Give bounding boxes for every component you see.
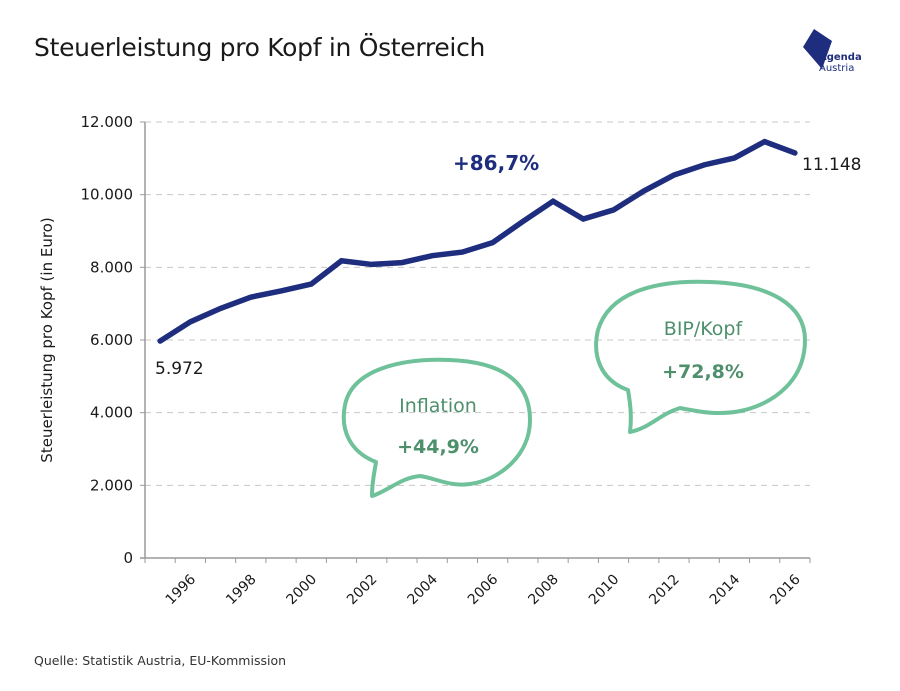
- gridlines: [145, 121, 810, 486]
- bip-kopf-bubble-outline: [594, 279, 807, 434]
- data-label-first: 5.972: [155, 359, 204, 379]
- series-line-steuerleistung: [157, 138, 798, 344]
- y-tick-label: 4.000: [90, 404, 133, 422]
- y-tick-label: 6.000: [90, 331, 133, 349]
- x-tick-label: 1996: [163, 571, 200, 608]
- bip-kopf-bubble: BIP/Kopf +72,8%: [594, 279, 807, 434]
- x-tick-label: 2006: [465, 571, 502, 608]
- data-label-last: 11.148: [802, 155, 861, 175]
- x-tick-label: 2002: [344, 572, 381, 609]
- x-tick-label: 2014: [707, 571, 744, 608]
- inflation-bubble: Inflation +44,9%: [341, 357, 532, 498]
- source-note: Quelle: Statistik Austria, EU-Kommission: [34, 653, 287, 668]
- y-tick-label: 10.000: [81, 186, 134, 204]
- x-tick-labels: 1996 1998 2000 2002 2004 2006 2008 2010 2012 2014…: [163, 571, 804, 608]
- x-tick-label: 1998: [223, 572, 260, 609]
- inflation-value: +44,9%: [397, 436, 479, 458]
- x-tick-label: 2004: [404, 571, 441, 608]
- axes: [140, 121, 811, 563]
- x-tick-label: 2016: [767, 571, 804, 608]
- growth-annotation: +86,7%: [453, 151, 539, 175]
- agenda-austria-logo-icon: [803, 29, 832, 69]
- bip-kopf-value: +72,8%: [662, 361, 744, 383]
- y-tick-label: 8.000: [90, 258, 133, 276]
- y-tick-labels: 0 2.000 4.000 6.000 8.000 10.000 12.000: [81, 113, 134, 567]
- x-tick-label: 2010: [586, 572, 623, 609]
- logo-text-austria: Austria: [819, 63, 855, 74]
- y-tick-label: 0: [123, 549, 133, 567]
- bip-kopf-title: BIP/Kopf: [664, 318, 744, 340]
- y-tick-label: 2.000: [90, 476, 133, 494]
- x-tick-label: 2012: [646, 572, 683, 609]
- x-tick-label: 2008: [525, 572, 562, 609]
- y-tick-label: 12.000: [81, 113, 134, 131]
- data-points: [160, 141, 795, 342]
- chart-title: Steuerleistung pro Kopf in Österreich: [34, 33, 486, 62]
- x-tick-label: 2000: [284, 572, 321, 609]
- logo-text-agenda: Agenda: [819, 52, 862, 63]
- inflation-bubble-outline: [341, 357, 532, 498]
- y-axis-label: Steuerleistung pro Kopf (in Euro): [38, 217, 56, 462]
- inflation-title: Inflation: [399, 395, 477, 417]
